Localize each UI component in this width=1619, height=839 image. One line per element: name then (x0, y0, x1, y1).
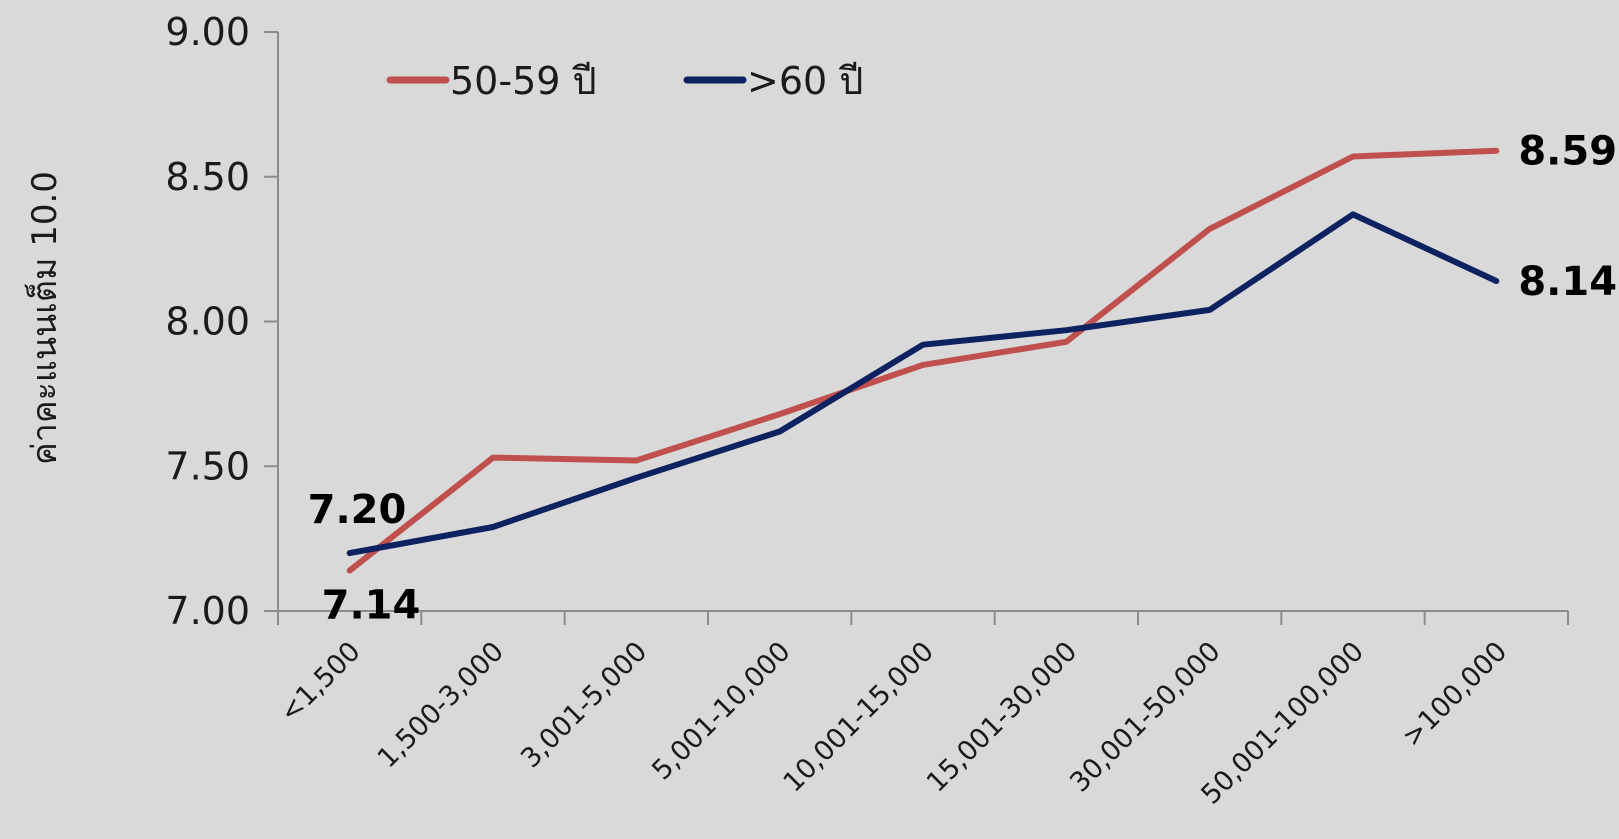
axes: 7.00 7.50 8.00 8.50 9.00 <1,500 1,500-3,000 3,0… (165, 10, 1569, 811)
x-tick-label: <1,500 (274, 636, 367, 729)
x-tick-label: 15,001-30,000 (921, 636, 1083, 798)
y-tick-label: 7.00 (165, 589, 250, 633)
series-line-1 (346, 211, 1500, 557)
x-tick-label: 1,500-3,000 (372, 636, 510, 774)
x-tick-label: >100,000 (1396, 636, 1513, 753)
y-tick-label: 8.50 (165, 155, 250, 199)
data-label: 8.14 (1518, 259, 1617, 305)
data-label: 7.14 (322, 582, 421, 628)
data-label: 7.20 (308, 487, 407, 533)
data-labels: 7.20 7.14 8.59 8.14 (308, 129, 1617, 629)
x-tick-label: 10,001-15,000 (778, 636, 940, 798)
legend-label: >60 ปี (747, 59, 863, 103)
series-lines (346, 147, 1500, 574)
y-axis-label: ค่าคะแนนเต็ม 10.0 (24, 171, 65, 465)
y-tick-label: 7.50 (165, 444, 250, 488)
x-tick-label: 5,001-10,000 (646, 636, 796, 786)
y-tick-label: 8.00 (165, 300, 250, 344)
y-tick-label: 9.00 (165, 10, 250, 54)
data-label: 8.59 (1518, 129, 1617, 175)
legend: 50-59 ปี >60 ปี (386, 59, 863, 103)
legend-label: 50-59 ปี (450, 59, 597, 103)
x-tick-label: 30,001-50,000 (1064, 636, 1226, 798)
x-tick-label: 3,001-5,000 (515, 636, 653, 774)
series-line-0 (346, 147, 1500, 574)
